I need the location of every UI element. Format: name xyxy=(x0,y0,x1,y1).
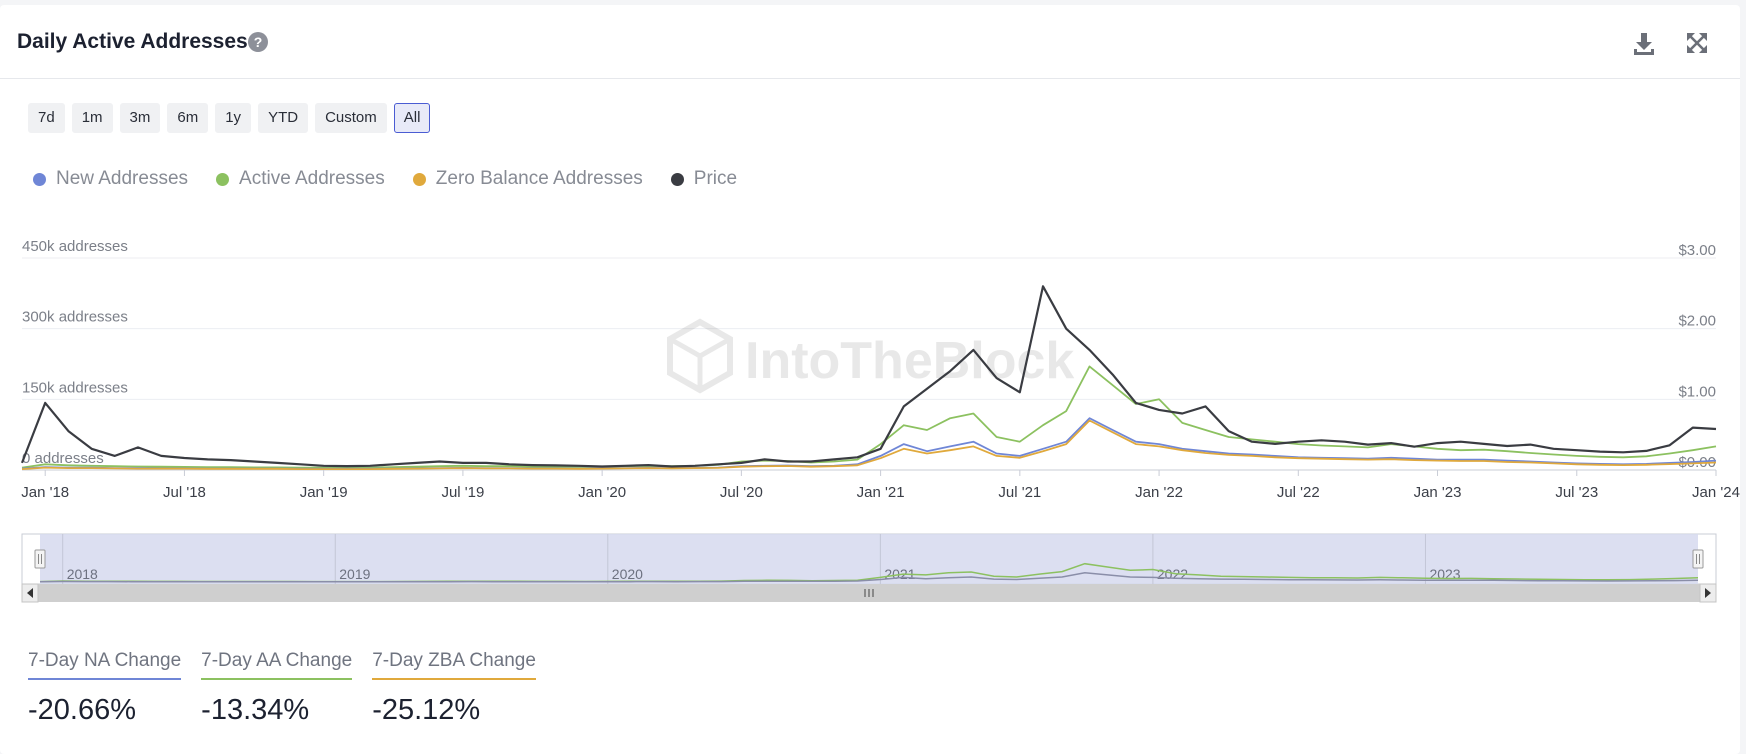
legend-dot xyxy=(670,172,684,186)
y-right-tick-label: $1.00 xyxy=(1678,383,1716,400)
stat-zba-change: 7-Day ZBA Change -25.12% xyxy=(372,650,536,727)
legend-dot xyxy=(216,172,230,186)
legend-label: Active Addresses xyxy=(239,168,385,189)
expand-icon xyxy=(1687,33,1707,53)
x-tick-label: Jan '18 xyxy=(21,484,69,501)
card-header: Daily Active Addresses ? xyxy=(0,5,1740,79)
legend-active-addresses[interactable]: Active Addresses xyxy=(216,168,385,190)
stat-label: 7-Day AA Change xyxy=(201,650,353,680)
x-tick-label: Jan '20 xyxy=(578,484,626,501)
stat-value: -20.66% xyxy=(28,694,137,726)
y-right-tick-label: $2.00 xyxy=(1678,313,1716,330)
watermark-logo xyxy=(667,318,733,394)
stat-value: -13.34% xyxy=(201,694,310,726)
download-icon xyxy=(1634,33,1654,55)
navigator-series xyxy=(39,572,1699,583)
fullscreen-button[interactable] xyxy=(1683,29,1711,57)
stats-row: 7-Day NA Change -20.66% 7-Day AA Change … xyxy=(28,650,536,727)
watermark: IntoTheBlock xyxy=(667,318,1074,394)
scroll-right-icon[interactable] xyxy=(1705,588,1711,598)
x-tick-label: Jul '18 xyxy=(163,484,206,501)
x-tick-label: Jul '23 xyxy=(1555,484,1598,501)
range-ytd[interactable]: YTD xyxy=(258,103,309,133)
navigator-selection xyxy=(40,534,1698,584)
range-6m[interactable]: 6m xyxy=(167,103,209,133)
stat-na-change: 7-Day NA Change -20.66% xyxy=(28,650,182,727)
stat-label: 7-Day ZBA Change xyxy=(372,650,536,680)
legend-label: Price xyxy=(693,168,738,189)
download-button[interactable] xyxy=(1630,29,1658,57)
navigator-year-label: 2020 xyxy=(612,566,643,582)
help-icon[interactable]: ? xyxy=(248,32,268,52)
x-tick-label: Jul '19 xyxy=(441,484,484,501)
navigator-handle[interactable] xyxy=(34,549,46,569)
legend-label: New Addresses xyxy=(56,168,189,189)
range-1m[interactable]: 1m xyxy=(71,103,113,133)
chart-title: Daily Active Addresses xyxy=(17,30,248,53)
y-left-tick-label: 300k addresses xyxy=(22,309,128,326)
watermark-logo-inner xyxy=(668,336,732,359)
series-zero-balance-addresses xyxy=(21,419,1717,471)
x-tick-label: Jan '24 xyxy=(1692,484,1740,501)
y-left-tick-label: 450k addresses xyxy=(22,238,128,255)
legend-dot xyxy=(33,172,46,186)
x-tick-label: Jan '19 xyxy=(300,484,348,501)
legend-zero-balance-addresses[interactable]: Zero Balance Addresses xyxy=(412,168,643,190)
y-right-tick-label: $3.00 xyxy=(1678,242,1716,259)
scroll-left-icon[interactable] xyxy=(27,588,33,598)
range-3m[interactable]: 3m xyxy=(119,103,161,133)
x-tick-label: Jul '22 xyxy=(1277,484,1320,501)
legend-new-addresses[interactable]: New Addresses xyxy=(33,168,188,190)
navigator-year-label: 2018 xyxy=(67,566,98,582)
legend-dot xyxy=(412,172,426,186)
stat-value: -25.12% xyxy=(372,694,481,726)
stat-aa-change: 7-Day AA Change -13.34% xyxy=(201,650,353,727)
navigator-handle[interactable] xyxy=(1692,549,1704,569)
range-selector: 7d 1m 3m 6m 1y YTD Custom All xyxy=(28,103,431,133)
x-tick-label: Jan '21 xyxy=(857,484,905,501)
range-all[interactable]: All xyxy=(393,103,431,133)
legend-price[interactable]: Price xyxy=(670,168,738,190)
x-tick-label: Jan '22 xyxy=(1135,484,1183,501)
range-1y[interactable]: 1y xyxy=(215,103,252,133)
navigator-year-label: 2019 xyxy=(339,566,370,582)
chart-legend: New Addresses Active Addresses Zero Bala… xyxy=(33,168,765,190)
x-tick-label: Jul '20 xyxy=(720,484,763,501)
series-active-addresses xyxy=(21,365,1717,469)
range-custom[interactable]: Custom xyxy=(315,103,387,133)
watermark-text: IntoTheBlock xyxy=(745,332,1074,390)
stat-label: 7-Day NA Change xyxy=(28,650,182,680)
y-left-tick-label: 0 addresses xyxy=(22,450,104,467)
y-left-tick-label: 150k addresses xyxy=(22,379,128,396)
x-tick-label: Jul '21 xyxy=(998,484,1041,501)
x-tick-label: Jan '23 xyxy=(1414,484,1462,501)
range-7d[interactable]: 7d xyxy=(28,103,65,133)
legend-label: Zero Balance Addresses xyxy=(435,168,643,189)
series-price xyxy=(20,285,1717,468)
